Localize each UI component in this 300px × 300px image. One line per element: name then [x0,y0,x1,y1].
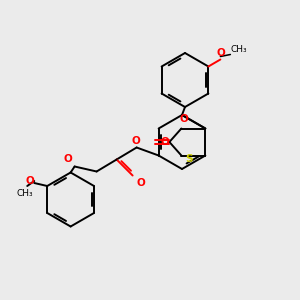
Text: S: S [185,154,193,164]
Text: CH₃: CH₃ [17,189,34,198]
Text: O: O [64,154,73,164]
Text: CH₃: CH₃ [230,46,247,55]
Text: O: O [179,115,188,124]
Text: O: O [136,178,146,188]
Text: O: O [26,176,34,186]
Text: O: O [216,47,225,58]
Text: O: O [131,136,140,146]
Text: O: O [160,137,169,147]
